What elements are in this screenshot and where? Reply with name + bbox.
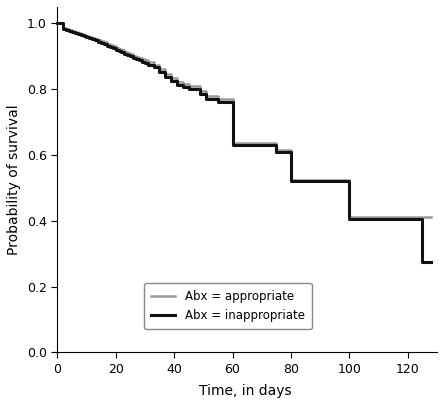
Abx = appropriate [198, 88, 203, 93]
X-axis label: Time, in days: Time, in days [199, 384, 292, 398]
Abx = appropriate [347, 215, 352, 220]
Abx = inappropriate [192, 87, 197, 92]
Abx = inappropriate [420, 260, 425, 264]
Abx = inappropriate [55, 21, 60, 26]
Abx = inappropriate [66, 29, 71, 34]
Abx = inappropriate [63, 28, 69, 33]
Legend: Abx = appropriate, Abx = inappropriate: Abx = appropriate, Abx = inappropriate [144, 283, 312, 329]
Abx = appropriate [101, 40, 107, 45]
Abx = appropriate [192, 83, 197, 88]
Abx = appropriate [127, 52, 133, 57]
Abx = appropriate [428, 215, 434, 220]
Abx = inappropriate [127, 54, 133, 59]
Abx = inappropriate [198, 92, 203, 96]
Line: Abx = appropriate: Abx = appropriate [57, 23, 431, 217]
Abx = inappropriate [101, 42, 107, 47]
Abx = appropriate [55, 21, 60, 26]
Abx = appropriate [63, 27, 69, 32]
Abx = inappropriate [428, 260, 434, 264]
Abx = appropriate [66, 28, 71, 33]
Y-axis label: Probability of survival: Probability of survival [7, 104, 21, 255]
Line: Abx = inappropriate: Abx = inappropriate [57, 23, 431, 262]
